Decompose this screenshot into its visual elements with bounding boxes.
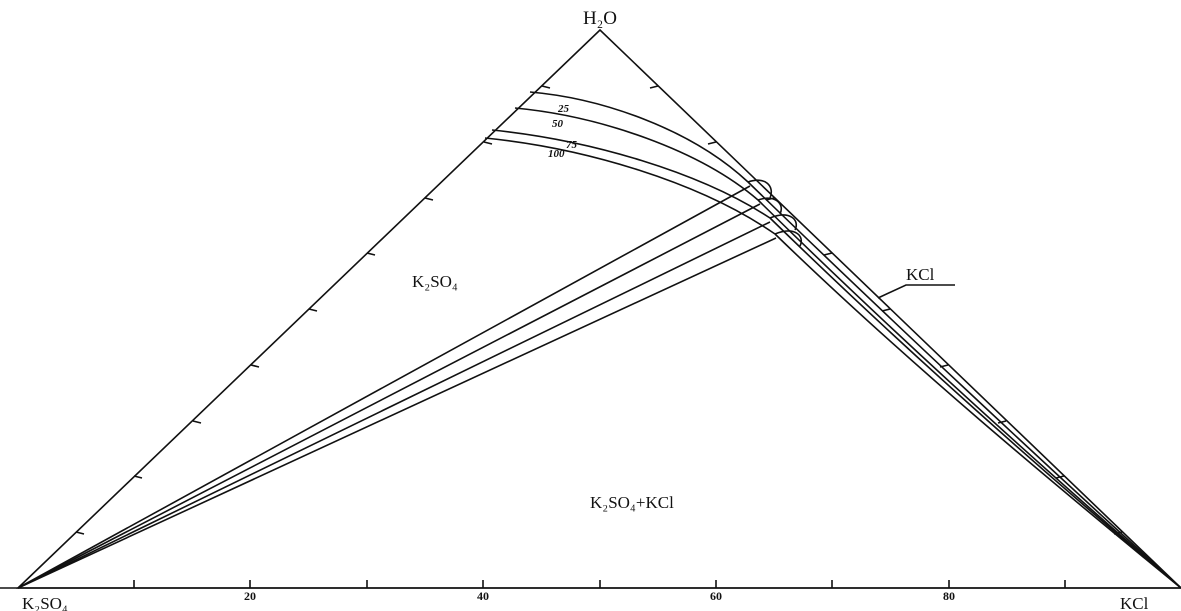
vertex-label-k2so4: K₂SO₄ xyxy=(22,594,68,611)
region-label-k2so4: K₂SO₄ xyxy=(412,272,458,291)
tick-label-40: 40 xyxy=(477,589,489,603)
isotherm-25-k2so4 xyxy=(529,91,749,183)
k2so4-solubility-curves xyxy=(484,91,776,235)
tick-label-60: 60 xyxy=(710,589,722,603)
vertex-label-kcl: KCl xyxy=(1120,594,1149,611)
isotherm-75-kcl xyxy=(769,217,1181,589)
tick-label-20: 20 xyxy=(244,589,256,603)
isotherm-label-50: 50 xyxy=(552,118,564,130)
base-axis-ticks xyxy=(133,580,1066,588)
isotherm-label-75: 75 xyxy=(566,139,578,151)
vertex-label-h2o: H₂O xyxy=(583,8,617,29)
region-label-kcl: KCl xyxy=(906,265,935,284)
left-edge-ticks xyxy=(75,85,551,535)
isotherm-label-100: 100 xyxy=(548,148,565,160)
kcl-solubility-curves xyxy=(747,179,1181,589)
isotherm-100-k2so4 xyxy=(484,137,776,235)
isotherm-50-k2so4 xyxy=(514,107,759,201)
tick-label-80: 80 xyxy=(943,589,955,603)
isotherm-25-kcl xyxy=(747,181,1181,589)
isotherm-50-kcl xyxy=(757,199,1181,589)
region-label-k2so4-kcl: K₂SO₄+KCl xyxy=(590,493,674,512)
tie-lines xyxy=(17,185,777,589)
isotherm-label-25: 25 xyxy=(557,103,570,115)
kcl-region-leader xyxy=(877,284,955,299)
isotherm-100-kcl xyxy=(774,233,1181,589)
right-edge-ticks xyxy=(649,85,1123,535)
isotherm-75-k2so4 xyxy=(491,129,771,219)
